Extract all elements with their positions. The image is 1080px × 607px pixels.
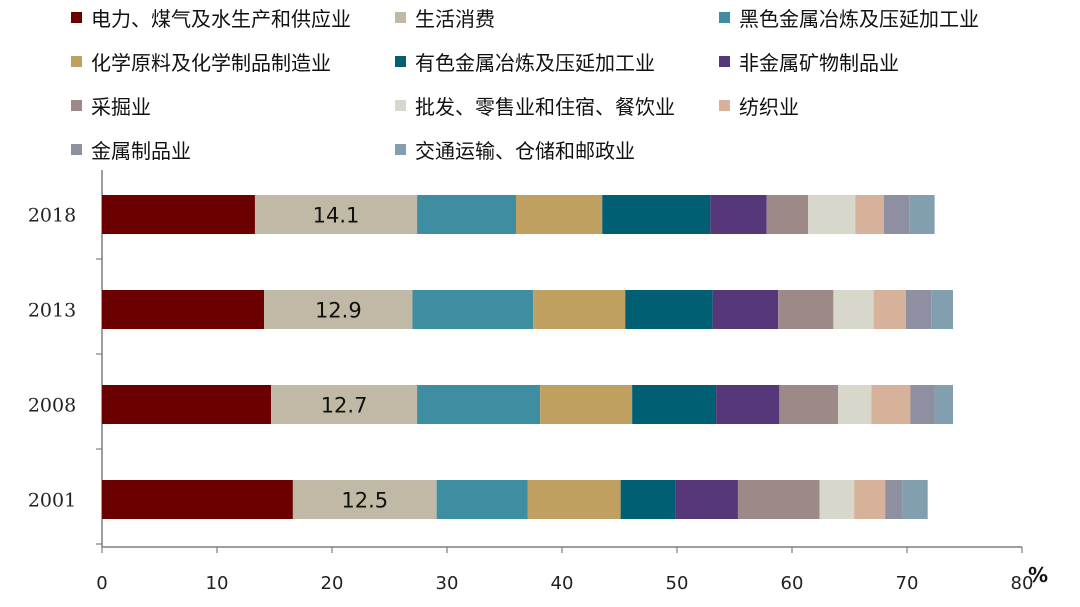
- unit-label: %: [1028, 563, 1048, 587]
- bar-segment: [902, 480, 928, 519]
- legend-label: 生活消费: [415, 7, 495, 31]
- legend-label: 电力、煤气及水生产和供应业: [91, 7, 351, 31]
- x-tick-label: 10: [206, 573, 229, 594]
- x-tick-label: 60: [781, 573, 804, 594]
- x-tick-label: 40: [551, 573, 574, 594]
- bar-segment: [884, 195, 910, 234]
- data-label: 12.7: [321, 394, 368, 418]
- data-label: 14.1: [313, 204, 360, 228]
- legend-item: 电力、煤气及水生产和供应业: [71, 3, 351, 32]
- legend-label: 纺织业: [739, 95, 799, 119]
- legend-label: 黑色金属冶炼及压延加工业: [739, 7, 979, 31]
- bar-segment: [540, 385, 633, 424]
- legend-swatch: [719, 100, 730, 111]
- legend-item: 交通运输、仓储和邮政业: [395, 135, 635, 164]
- legend-item: 黑色金属冶炼及压延加工业: [719, 3, 979, 32]
- bar-segment: [737, 480, 820, 519]
- legend-label: 非金属矿物制品业: [739, 51, 899, 75]
- bar-segment: [909, 195, 935, 234]
- bar-segment: [102, 195, 255, 234]
- bar-segment: [779, 385, 838, 424]
- category-label: 2013: [28, 300, 76, 322]
- data-label: 12.9: [315, 299, 362, 323]
- legend-swatch: [395, 12, 406, 23]
- bar-segment: [710, 195, 767, 234]
- legend-label: 交通运输、仓储和邮政业: [415, 139, 635, 163]
- bar-segment: [436, 480, 528, 519]
- category-label: 2018: [28, 205, 76, 227]
- bar-segment: [934, 385, 953, 424]
- legend-swatch: [71, 56, 82, 67]
- x-tick-label: 80: [1011, 573, 1034, 594]
- bar-segment: [819, 480, 855, 519]
- bar-segment: [716, 385, 780, 424]
- bar-segment: [931, 290, 953, 329]
- bar-segment: [533, 290, 626, 329]
- legend-item: 有色金属冶炼及压延加工业: [395, 47, 655, 76]
- bar-segment: [833, 290, 874, 329]
- bar-segment: [838, 385, 872, 424]
- category-label: 2001: [28, 490, 76, 512]
- bar-segment: [910, 385, 935, 424]
- bar-segment: [527, 480, 621, 519]
- bar-segment: [808, 195, 856, 234]
- data-label: 12.5: [341, 489, 388, 513]
- bar-segment: [675, 480, 738, 519]
- legend-swatch: [719, 12, 730, 23]
- bar-segment: [516, 195, 603, 234]
- bar-segment: [271, 385, 418, 424]
- bar-segment: [417, 195, 516, 234]
- bar-segment: [855, 195, 884, 234]
- legend-item: 金属制品业: [71, 135, 191, 164]
- bar-segment: [778, 290, 834, 329]
- legend-swatch: [71, 12, 82, 23]
- bar-segment: [620, 480, 676, 519]
- legend: 电力、煤气及水生产和供应业 生活消费 黑色金属冶炼及压延加工业化学原料及化学制品制造…: [0, 0, 1080, 170]
- legend-swatch: [719, 56, 730, 67]
- category-label: 2008: [28, 395, 76, 417]
- bar-segment: [712, 290, 779, 329]
- x-tick-label: 70: [896, 573, 919, 594]
- bar-segment: [885, 480, 903, 519]
- legend-swatch: [395, 100, 406, 111]
- bar-segment: [632, 385, 717, 424]
- legend-item: 批发、零售业和住宿、餐饮业: [395, 91, 675, 120]
- legend-label: 采掘业: [91, 95, 151, 119]
- bar-segment: [264, 290, 413, 329]
- legend-item: 纺织业: [719, 91, 799, 120]
- x-tick-label: 0: [96, 573, 107, 594]
- x-tick-label: 30: [436, 573, 459, 594]
- bar-segment: [873, 290, 906, 329]
- bar-segment: [254, 195, 418, 234]
- bar-segment: [292, 480, 437, 519]
- bar-segment: [417, 385, 541, 424]
- bar-segment: [905, 290, 932, 329]
- bar-segment: [412, 290, 534, 329]
- bar-segment: [871, 385, 911, 424]
- legend-swatch: [71, 144, 82, 155]
- legend-label: 化学原料及化学制品制造业: [91, 51, 331, 75]
- bar-segment: [102, 290, 265, 329]
- bar-segment: [854, 480, 886, 519]
- bar-segment: [102, 385, 272, 424]
- legend-label: 金属制品业: [91, 139, 191, 163]
- legend-label: 有色金属冶炼及压延加工业: [415, 51, 655, 75]
- legend-swatch: [395, 144, 406, 155]
- legend-label: 批发、零售业和住宿、餐饮业: [415, 95, 675, 119]
- bar-segment: [625, 290, 713, 329]
- bar-segment: [766, 195, 809, 234]
- bar-segment: [602, 195, 711, 234]
- legend-item: 化学原料及化学制品制造业: [71, 47, 331, 76]
- legend-swatch: [71, 100, 82, 111]
- x-tick-label: 20: [321, 573, 344, 594]
- bar-segment: [102, 480, 293, 519]
- legend-item: 采掘业: [71, 91, 151, 120]
- x-tick-label: 50: [666, 573, 689, 594]
- legend-swatch: [395, 56, 406, 67]
- legend-item: 生活消费: [395, 3, 495, 32]
- legend-item: 非金属矿物制品业: [719, 47, 899, 76]
